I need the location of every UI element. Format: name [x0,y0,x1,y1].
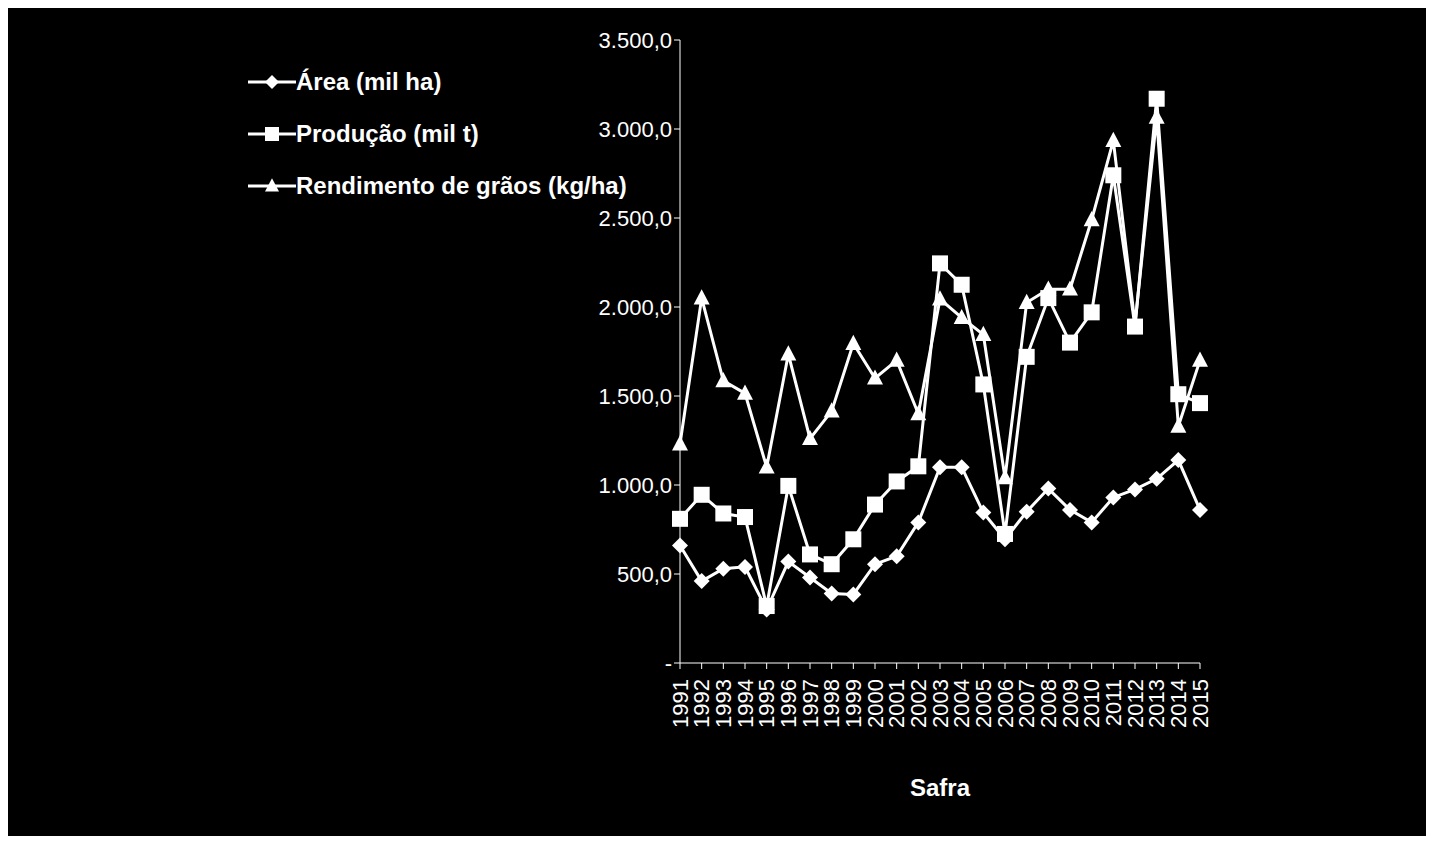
svg-text:1997: 1997 [797,679,823,728]
svg-text:3.500,0: 3.500,0 [599,28,672,53]
html-text:Produção (mil t): Produção (mil t) [296,120,479,147]
svg-text:2001: 2001 [884,679,910,728]
svg-text:2005: 2005 [970,679,996,728]
svg-text:1996: 1996 [775,679,801,728]
svg-text:1.500,0: 1.500,0 [599,384,672,409]
svg-text:2002: 2002 [905,679,931,728]
svg-text:2007: 2007 [1014,679,1040,728]
html-text:Rendimento de grãos (kg/ha): Rendimento de grãos (kg/ha) [296,172,627,199]
svg-text:1.000,0: 1.000,0 [599,473,672,498]
html-text:Área (mil ha): Área (mil ha) [296,68,442,95]
svg-text:2004: 2004 [949,679,975,728]
svg-text:2006: 2006 [992,679,1018,728]
svg-text:-: - [665,651,672,676]
svg-text:1995: 1995 [754,679,780,728]
svg-text:1991: 1991 [667,679,693,728]
svg-text:2015: 2015 [1188,679,1213,728]
svg-text:2011: 2011 [1100,679,1126,727]
svg-text:1994: 1994 [732,679,758,728]
svg-text:1999: 1999 [840,679,866,728]
svg-text:2010: 2010 [1079,679,1105,728]
svg-text:3.000,0: 3.000,0 [599,117,672,142]
svg-text:1998: 1998 [819,679,845,728]
svg-text:2.000,0: 2.000,0 [599,295,672,320]
svg-text:2009: 2009 [1057,679,1083,728]
svg-text:2014: 2014 [1165,679,1191,728]
svg-text:2000: 2000 [862,679,888,728]
svg-text:1992: 1992 [689,679,715,728]
svg-text:Safra: Safra [910,774,971,801]
svg-text:2008: 2008 [1035,679,1061,728]
svg-text:500,0: 500,0 [617,562,672,587]
svg-text:2012: 2012 [1122,679,1148,728]
svg-text:2003: 2003 [927,679,953,728]
svg-text:2013: 2013 [1144,679,1170,728]
svg-text:2.500,0: 2.500,0 [599,206,672,231]
svg-text:1993: 1993 [710,679,736,728]
